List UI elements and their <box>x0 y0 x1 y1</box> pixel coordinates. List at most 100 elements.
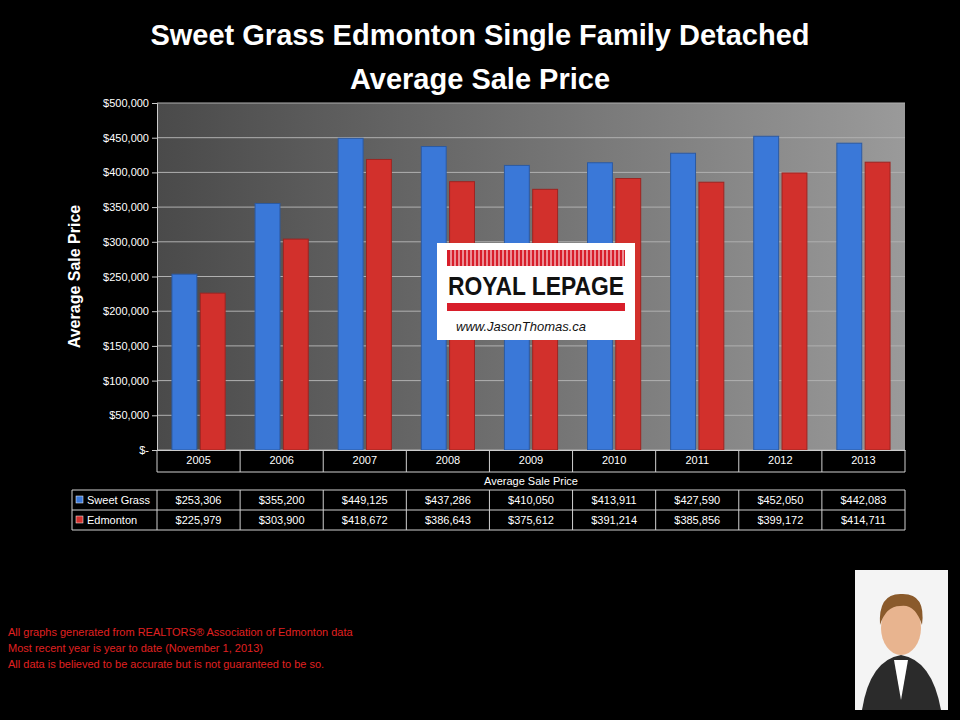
logo-stripe <box>603 250 604 266</box>
table-value: $449,125 <box>342 494 388 506</box>
title: Sweet Grass Edmonton Single Family Detac… <box>150 19 809 51</box>
table-line <box>157 472 905 473</box>
logo-stripe <box>535 250 536 266</box>
logo-stripe <box>471 250 472 266</box>
legend-swatch <box>76 516 83 523</box>
logo-stripe <box>587 250 588 266</box>
logo-stripe <box>595 250 596 266</box>
tick-mark <box>152 172 157 173</box>
logo-stripe <box>451 250 452 266</box>
tick: $150,000 <box>103 340 157 352</box>
table-line <box>655 490 656 530</box>
table-value: $225,979 <box>176 514 222 526</box>
tick-label: 2011 <box>685 454 709 466</box>
tick-label: 2005 <box>186 454 210 466</box>
tick-label: 2012 <box>768 454 792 466</box>
tick: $350,000 <box>103 201 157 213</box>
tick: 2006 <box>269 450 293 466</box>
legend-swatch <box>76 496 83 503</box>
grid-line <box>157 137 905 138</box>
bar <box>837 143 862 450</box>
legend-label: Sweet Grass <box>87 494 150 506</box>
plot-background <box>157 103 905 450</box>
tick-label: $500,000 <box>103 97 149 109</box>
table-line <box>905 490 906 530</box>
bar <box>200 293 225 450</box>
table-line <box>572 490 573 530</box>
tick: $100,000 <box>103 375 157 387</box>
tick-label: 2010 <box>602 454 626 466</box>
table-value: $414,711 <box>841 514 886 526</box>
tick-label: 2007 <box>353 454 377 466</box>
tick: 2009 <box>519 450 543 466</box>
table-line <box>489 490 490 530</box>
table-value: $410,050 <box>508 494 554 506</box>
logo-stripe <box>479 250 480 266</box>
tick-label: $100,000 <box>103 375 149 387</box>
logo-stripe <box>511 250 512 266</box>
table-line <box>738 450 739 472</box>
table-line <box>572 450 573 472</box>
table-value: $427,590 <box>674 494 720 506</box>
table-line <box>157 450 158 472</box>
table-line <box>323 450 324 472</box>
tick-label: $350,000 <box>103 201 149 213</box>
tick: 2013 <box>851 450 875 466</box>
tick-mark <box>152 138 157 139</box>
logo-stripe <box>575 250 576 266</box>
table-line <box>406 490 407 530</box>
bar <box>782 173 807 450</box>
tick-label: $300,000 <box>103 236 149 248</box>
tick: $200,000 <box>103 305 157 317</box>
photo-shirt <box>894 660 908 700</box>
logo-stripe <box>559 250 560 266</box>
table-value: $355,200 <box>259 494 305 506</box>
tick-label: $50,000 <box>109 409 149 421</box>
table-line <box>72 510 905 511</box>
table-line <box>821 490 822 530</box>
tick-label: $400,000 <box>103 166 149 178</box>
table-line <box>240 450 241 472</box>
table-value: $413,911 <box>592 494 637 506</box>
table-line <box>72 530 905 531</box>
logo-stripe <box>623 250 624 266</box>
tick: 2007 <box>353 450 377 466</box>
y-axis-label: Average Sale Price <box>66 205 83 349</box>
table-value: $375,612 <box>508 514 554 526</box>
tick: $50,000 <box>109 409 157 421</box>
logo-stripe <box>543 250 544 266</box>
logo-stripe <box>583 250 584 266</box>
table-line <box>489 450 490 472</box>
logo-stripe <box>547 250 548 266</box>
table-value: $386,643 <box>425 514 471 526</box>
logo-stripe <box>607 250 608 266</box>
logo-stripe <box>515 250 516 266</box>
tick-mark <box>152 277 157 278</box>
footnote: Most recent year is year to date (Novemb… <box>8 642 263 654</box>
logo-stripe <box>491 250 492 266</box>
table-line <box>72 490 73 530</box>
tick: 2008 <box>436 450 460 466</box>
x-axis-label: Average Sale Price <box>484 475 578 487</box>
tick: $300,000 <box>103 236 157 248</box>
logo-bar <box>447 250 625 266</box>
logo-stripe <box>563 250 564 266</box>
tick: 2011 <box>685 450 709 466</box>
bar <box>172 274 197 450</box>
logo-stripe <box>619 250 620 266</box>
logo-stripe <box>519 250 520 266</box>
logo-stripe <box>523 250 524 266</box>
logo-stripe <box>531 250 532 266</box>
tick-label: $150,000 <box>103 340 149 352</box>
logo-stripe <box>551 250 552 266</box>
series <box>172 136 862 450</box>
tick-mark <box>152 311 157 312</box>
logo-stripe <box>571 250 572 266</box>
logo-stripe <box>615 250 616 266</box>
bar <box>865 162 890 450</box>
tick-mark <box>152 415 157 416</box>
tick-mark <box>152 207 157 208</box>
grid-line <box>157 103 905 104</box>
table-line <box>821 450 822 472</box>
logo-box <box>437 243 635 340</box>
